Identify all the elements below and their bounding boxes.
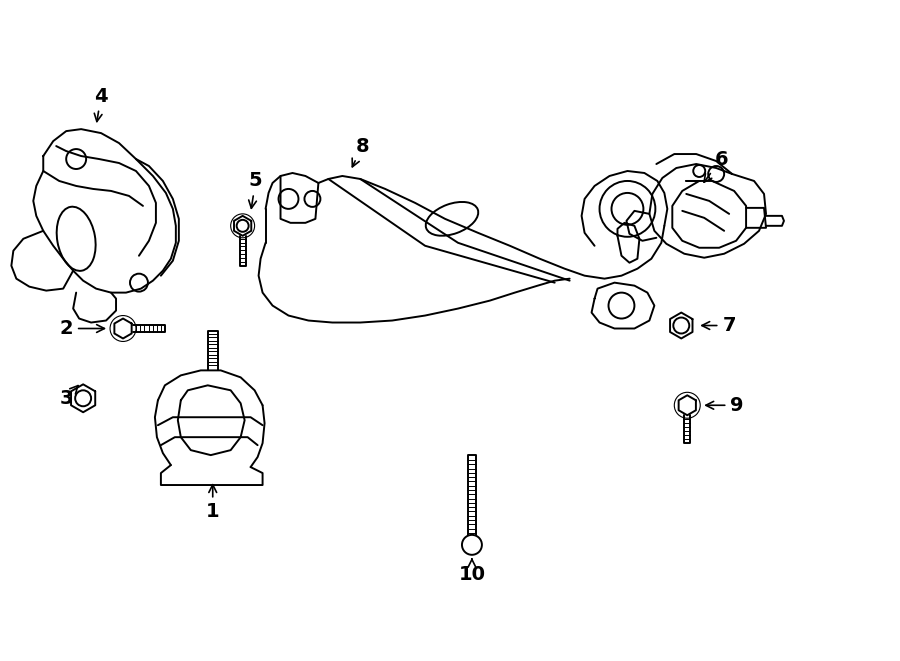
Text: 10: 10 — [458, 559, 485, 584]
Text: 1: 1 — [206, 485, 220, 522]
Text: 3: 3 — [59, 385, 78, 408]
Text: 7: 7 — [702, 316, 736, 335]
Text: 4: 4 — [94, 87, 108, 122]
Text: 2: 2 — [59, 319, 104, 338]
Text: 8: 8 — [352, 137, 369, 167]
Text: 6: 6 — [704, 149, 728, 182]
Text: 9: 9 — [706, 396, 744, 414]
Text: 5: 5 — [248, 171, 263, 208]
